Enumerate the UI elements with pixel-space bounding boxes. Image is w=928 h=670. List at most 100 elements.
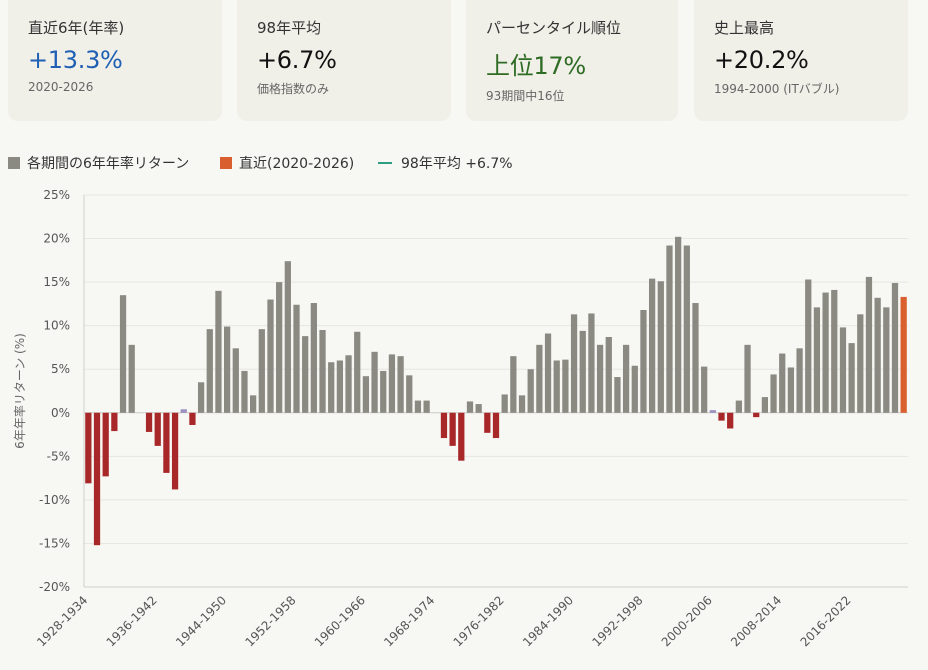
bar[interactable] (831, 289, 838, 413)
bar[interactable] (536, 344, 543, 413)
y-tick-label: 0% (51, 406, 70, 420)
bar[interactable] (371, 351, 378, 413)
legend-item-recent[interactable]: 直近(2020-2026) (220, 153, 354, 173)
bar[interactable] (770, 374, 777, 413)
bar[interactable] (276, 282, 283, 413)
bar[interactable] (284, 261, 291, 413)
bar[interactable] (111, 412, 118, 432)
bar[interactable] (622, 344, 630, 413)
bar[interactable] (302, 336, 309, 413)
bar[interactable] (640, 309, 647, 413)
bar[interactable] (484, 412, 491, 433)
bar[interactable] (232, 348, 239, 413)
bar-recent[interactable] (900, 296, 907, 413)
bar[interactable] (345, 355, 352, 413)
bar[interactable] (727, 412, 734, 429)
bar[interactable] (796, 348, 803, 413)
bar[interactable] (319, 330, 326, 413)
legend-item-periods[interactable]: 各期間の6年年率リターン (8, 153, 189, 173)
bar[interactable] (553, 360, 560, 413)
bar[interactable] (215, 290, 222, 413)
bar[interactable] (466, 401, 474, 413)
bar[interactable] (362, 376, 370, 413)
card-sub: 1994-2000 (ITバブル) (714, 82, 840, 96)
bar[interactable] (128, 344, 135, 413)
bar[interactable] (145, 412, 153, 432)
bar[interactable] (753, 412, 760, 418)
bar[interactable] (189, 412, 196, 425)
bar[interactable] (779, 353, 786, 413)
bar[interactable] (701, 366, 708, 413)
card-value: 上位17% (486, 52, 586, 80)
bar[interactable] (787, 367, 795, 413)
bar[interactable] (328, 362, 335, 413)
bar[interactable] (805, 279, 812, 413)
bar[interactable] (544, 333, 552, 413)
bar[interactable] (692, 303, 699, 413)
y-tick-label: -5% (47, 449, 70, 463)
bar[interactable] (657, 281, 664, 413)
bar[interactable] (492, 412, 500, 439)
bar[interactable] (458, 412, 465, 461)
bar[interactable] (102, 412, 109, 477)
bar[interactable] (518, 395, 526, 413)
bar[interactable] (510, 356, 517, 413)
bar[interactable] (93, 412, 101, 546)
bar[interactable] (883, 307, 890, 413)
bar[interactable] (119, 295, 127, 413)
bar[interactable] (666, 245, 673, 413)
bar[interactable] (596, 344, 604, 413)
bar[interactable] (709, 410, 716, 413)
bar[interactable] (414, 400, 422, 413)
bar[interactable] (241, 370, 248, 413)
bar[interactable] (813, 307, 821, 413)
bar[interactable] (258, 329, 265, 413)
bar[interactable] (310, 303, 317, 413)
bar[interactable] (649, 278, 656, 413)
bar[interactable] (197, 382, 205, 413)
bar[interactable] (631, 365, 638, 413)
bar[interactable] (449, 412, 456, 446)
bar[interactable] (397, 356, 404, 413)
bar[interactable] (848, 343, 855, 413)
bar[interactable] (761, 397, 769, 413)
bar[interactable] (857, 314, 864, 413)
bar[interactable] (180, 409, 187, 413)
bar[interactable] (475, 404, 482, 413)
bar[interactable] (267, 299, 274, 413)
bar[interactable] (154, 412, 161, 446)
bar[interactable] (683, 245, 690, 413)
bar[interactable] (718, 412, 725, 421)
bar[interactable] (675, 236, 682, 413)
bar[interactable] (85, 412, 92, 484)
bar[interactable] (423, 400, 430, 413)
bar[interactable] (735, 400, 742, 413)
bar[interactable] (388, 354, 396, 413)
bar[interactable] (588, 313, 595, 413)
bar[interactable] (527, 369, 534, 413)
bar[interactable] (605, 336, 612, 413)
bar[interactable] (891, 282, 899, 413)
bar[interactable] (206, 329, 213, 413)
bar[interactable] (171, 412, 179, 490)
bar[interactable] (839, 327, 847, 413)
legend-item-average[interactable]: 98年平均 +6.7% (378, 153, 513, 173)
bar[interactable] (579, 330, 586, 413)
bar[interactable] (354, 331, 361, 413)
bar[interactable] (293, 304, 300, 413)
bar[interactable] (336, 360, 343, 413)
bar[interactable] (865, 276, 873, 413)
bar[interactable] (223, 326, 231, 413)
bar[interactable] (562, 359, 569, 413)
bar[interactable] (501, 394, 508, 413)
bar[interactable] (822, 292, 829, 413)
bar[interactable] (406, 375, 413, 413)
bar[interactable] (250, 395, 257, 413)
bar[interactable] (440, 412, 448, 439)
bar[interactable] (744, 344, 751, 413)
bar[interactable] (380, 370, 387, 413)
bar[interactable] (570, 314, 578, 413)
bar[interactable] (163, 412, 170, 473)
bar[interactable] (874, 297, 881, 413)
bar[interactable] (614, 377, 621, 413)
